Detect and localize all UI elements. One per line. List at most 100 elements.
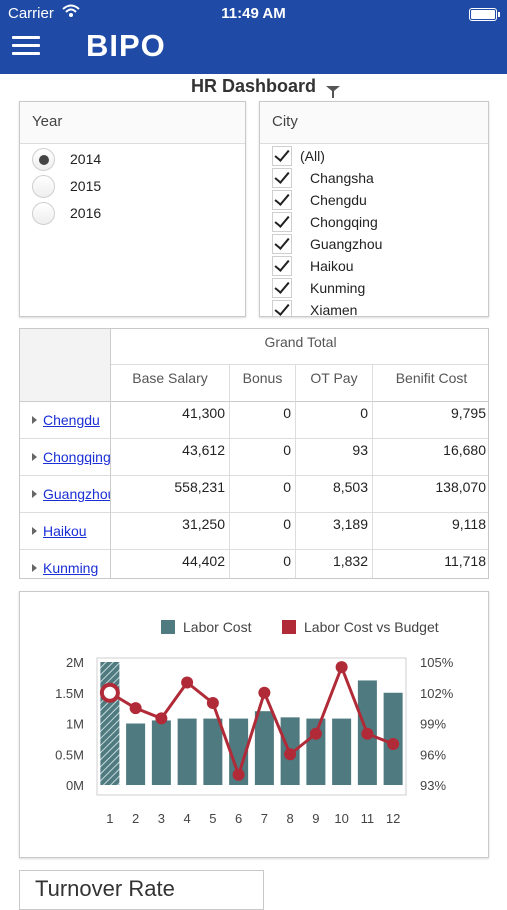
table-cell: 8,503	[296, 476, 373, 513]
x-tick-label: 8	[287, 811, 294, 826]
budget-point	[284, 748, 297, 761]
column-header: OT Pay	[296, 365, 373, 402]
column-header: Bonus	[230, 365, 296, 402]
expand-icon[interactable]	[32, 564, 37, 572]
table-cell: 16,680	[373, 439, 488, 476]
table-cell: 0	[230, 513, 296, 550]
clock: 11:49 AM	[221, 5, 286, 22]
table-cell: 138,070	[373, 476, 488, 513]
x-tick-label: 12	[386, 811, 400, 826]
y-right-tick-label: 99%	[420, 717, 446, 732]
row-header-kunming[interactable]: Kunming	[20, 550, 111, 578]
plot-area	[96, 657, 407, 796]
y-right-tick-label: 93%	[420, 778, 446, 793]
labor-cost-bar	[229, 718, 249, 785]
city-link[interactable]: Guangzhou	[43, 486, 111, 502]
table-cell: 0	[230, 476, 296, 513]
expand-icon[interactable]	[32, 453, 37, 461]
table-cell: 11,718	[373, 550, 488, 578]
budget-point	[258, 686, 271, 699]
checkbox[interactable]	[272, 234, 292, 254]
checkbox[interactable]	[272, 146, 292, 166]
table-cell: 0	[230, 402, 296, 439]
expand-icon[interactable]	[32, 527, 37, 535]
year-filter-title: Year	[20, 102, 245, 144]
status-bar: Carrier 11:49 AM	[0, 0, 507, 28]
city-filter-title: City	[260, 102, 488, 144]
checkbox[interactable]	[272, 168, 292, 188]
labor-cost-bar	[254, 711, 274, 785]
y-right-tick-label: 102%	[420, 686, 454, 701]
filter-icon[interactable]	[326, 86, 340, 98]
city-link[interactable]: Chengdu	[43, 412, 100, 428]
row-header-chengdu[interactable]: Chengdu	[20, 402, 111, 439]
radio-button[interactable]	[32, 148, 55, 171]
carrier-label: Carrier	[8, 5, 54, 22]
budget-point-selected	[99, 682, 120, 703]
table-cell: 41,300	[111, 402, 230, 439]
checkbox[interactable]	[272, 212, 292, 232]
table-cell: 31,250	[111, 513, 230, 550]
radio-button[interactable]	[32, 175, 55, 198]
row-header-guangzhou[interactable]: Guangzhou	[20, 476, 111, 513]
page-title: HR Dashboard	[190, 76, 316, 96]
x-tick-label: 4	[184, 811, 191, 826]
table-cell: 558,231	[111, 476, 230, 513]
pivot-table: Grand Total Base Salary Bonus OT Pay Ben…	[19, 328, 489, 579]
labor-cost-chart-panel: 2M 1.5M 1M 0.5M 0M 105% 102% 99% 96% 93% 1 2 3 4 5 6 7 8 9…	[19, 591, 489, 858]
x-tick-label: 11	[361, 811, 375, 826]
table-cell: 3,189	[296, 513, 373, 550]
row-header-chongqing[interactable]: Chongqing	[20, 439, 111, 476]
checkbox[interactable]	[272, 256, 292, 276]
x-tick-label: 2	[132, 811, 139, 826]
x-tick-label: 6	[235, 811, 242, 826]
table-cell: 0	[230, 439, 296, 476]
hamburger-menu-icon[interactable]	[12, 36, 42, 58]
table-cell: 44,402	[111, 550, 230, 578]
table-cell: 0	[296, 402, 373, 439]
x-tick-label: 5	[209, 811, 216, 826]
expand-icon[interactable]	[32, 416, 37, 424]
x-tick-label: 1	[106, 811, 113, 826]
table-cell: 93	[296, 439, 373, 476]
budget-point	[181, 676, 194, 689]
y-left-tick-label: 1M	[66, 717, 84, 732]
checkbox[interactable]	[272, 190, 292, 210]
budget-point	[387, 738, 400, 750]
legend-swatch-budget	[282, 620, 296, 634]
budget-point	[361, 727, 374, 740]
city-filter-panel: City (All) Changsha Chengdu Chongqing Gu…	[259, 101, 489, 317]
wifi-icon	[62, 4, 80, 17]
y-right-tick-label: 105%	[420, 655, 454, 670]
table-cell: 43,612	[111, 439, 230, 476]
radio-button[interactable]	[32, 202, 55, 225]
table-cell: 1,832	[296, 550, 373, 578]
y-left-tick-label: 0.5M	[55, 747, 84, 762]
labor-cost-bar	[332, 718, 352, 785]
checkbox[interactable]	[272, 300, 292, 316]
budget-point	[335, 661, 348, 674]
x-tick-label: 10	[334, 811, 348, 826]
legend-label-budget: Labor Cost vs Budget	[304, 619, 439, 635]
table-cell: 9,795	[373, 402, 488, 439]
row-header-haikou[interactable]: Haikou	[20, 513, 111, 550]
city-link[interactable]: Chongqing	[43, 449, 111, 465]
labor-cost-bar	[203, 718, 223, 785]
budget-point	[129, 702, 142, 715]
year-filter-panel: Year 2014 2015 2016	[19, 101, 246, 317]
x-tick-label: 7	[261, 811, 268, 826]
checkbox[interactable]	[272, 278, 292, 298]
expand-icon[interactable]	[32, 490, 37, 498]
turnover-rate-title: Turnover Rate	[19, 870, 264, 910]
table-cell: 0	[230, 550, 296, 578]
city-link[interactable]: Haikou	[43, 523, 87, 539]
legend-swatch-labor-cost	[161, 620, 175, 634]
budget-point	[155, 712, 168, 725]
labor-cost-bar	[126, 723, 146, 785]
city-link[interactable]: Kunming	[43, 560, 99, 576]
budget-point	[309, 727, 322, 740]
budget-point	[206, 697, 219, 709]
app-bar: BIPO	[0, 28, 507, 74]
battery-icon	[469, 8, 500, 21]
